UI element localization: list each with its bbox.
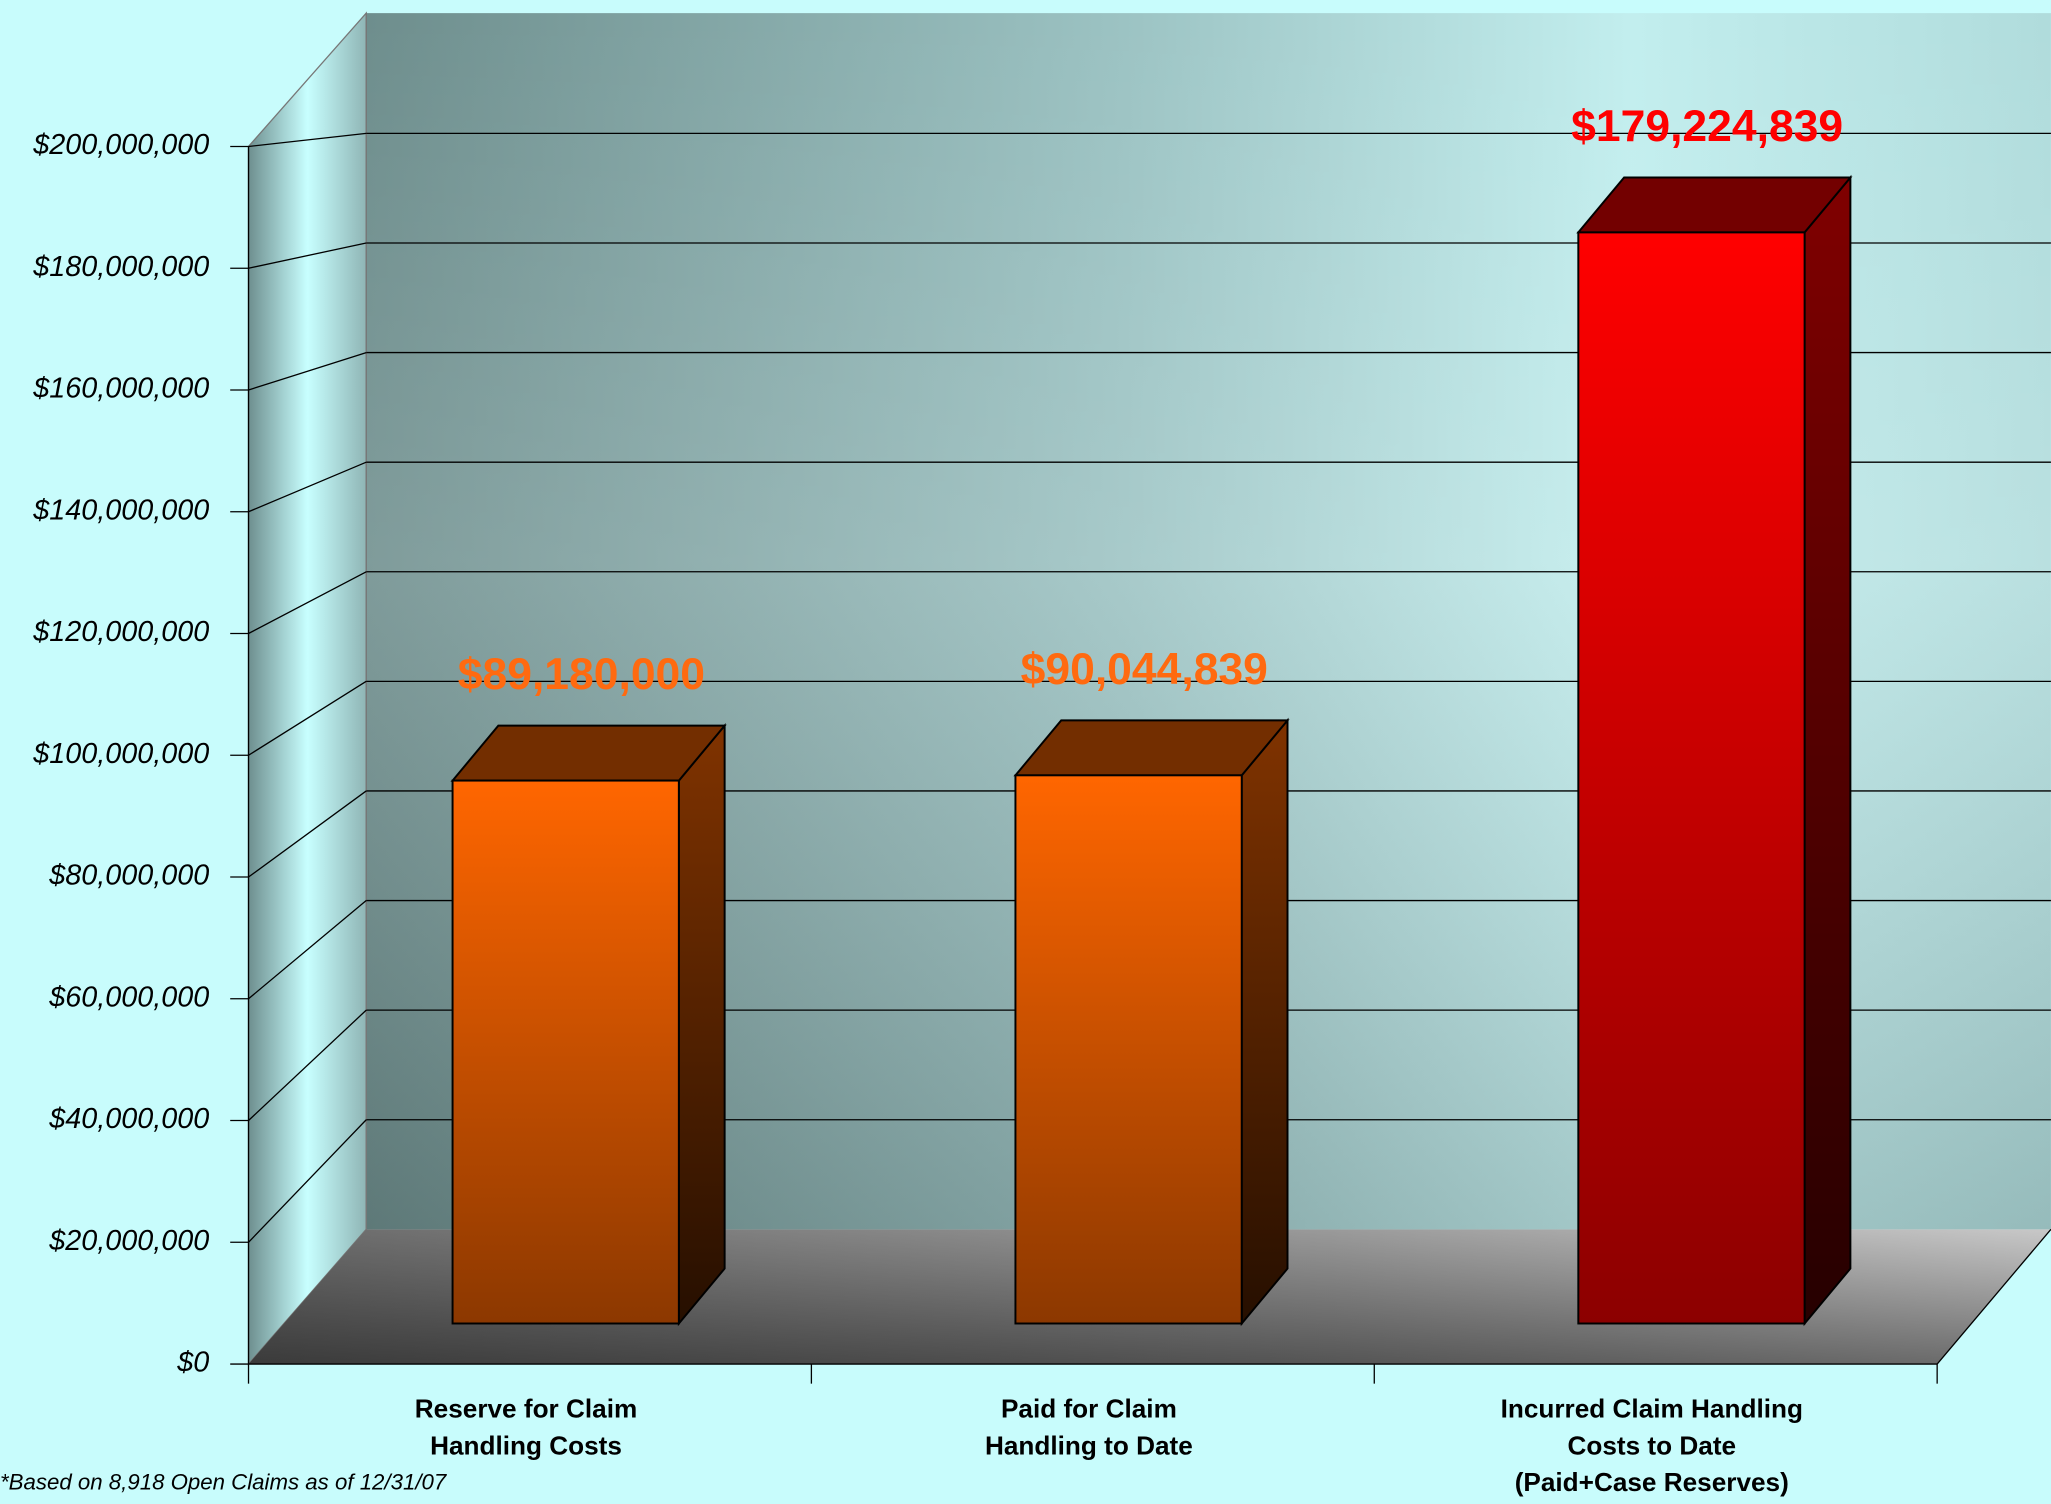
side-grid-line xyxy=(248,1009,367,1122)
bar-side xyxy=(1803,174,1852,1327)
bar-top xyxy=(450,724,727,782)
side-grid-line xyxy=(248,351,367,391)
side-grid-line xyxy=(248,461,367,513)
side-grid-line xyxy=(248,900,367,1000)
floor-edge xyxy=(1936,1228,2051,1365)
x-tick-label: Reserve for Claim Handling Costs xyxy=(414,1395,638,1461)
y-tick-label: $20,000,000 xyxy=(48,1225,209,1257)
value-label: $90,044,839 xyxy=(1021,645,1268,694)
y-tick-label: $0 xyxy=(176,1347,209,1379)
y-tick-label: $120,000,000 xyxy=(32,616,209,648)
x-tick-label: Paid for Claim Handling to Date xyxy=(984,1395,1193,1461)
bar xyxy=(1577,231,1806,1325)
y-tick-label: $200,000,000 xyxy=(32,129,209,161)
y-tick-label: $100,000,000 xyxy=(32,738,209,770)
y-tick-label: $80,000,000 xyxy=(48,860,209,892)
x-tick-label: Incurred Claim Handling Costs to Date (P… xyxy=(1500,1395,1803,1498)
side-grid-line xyxy=(248,790,367,878)
side-grid-line xyxy=(248,1119,367,1243)
side-grid-line xyxy=(248,571,367,635)
side-wall xyxy=(247,11,367,1366)
y-tick-label: $140,000,000 xyxy=(32,494,209,526)
bar-top xyxy=(1013,719,1290,777)
y-tick-label: $180,000,000 xyxy=(32,251,209,283)
side-grid-line xyxy=(248,242,367,269)
y-tick-label: $160,000,000 xyxy=(32,373,209,405)
value-label: $89,180,000 xyxy=(458,650,705,699)
value-label: $179,224,839 xyxy=(1571,102,1843,151)
footnote: *Based on 8,918 Open Claims as of 12/31/… xyxy=(0,1469,447,1495)
bar xyxy=(451,779,680,1325)
bar-side xyxy=(1240,717,1289,1327)
side-grid-line xyxy=(248,680,367,756)
bar-top xyxy=(1576,176,1853,234)
bar-side xyxy=(677,722,726,1327)
y-tick-label: $40,000,000 xyxy=(48,1103,209,1135)
side-grid-line xyxy=(248,132,367,148)
y-tick-label: $60,000,000 xyxy=(48,981,209,1013)
bar xyxy=(1014,774,1243,1325)
